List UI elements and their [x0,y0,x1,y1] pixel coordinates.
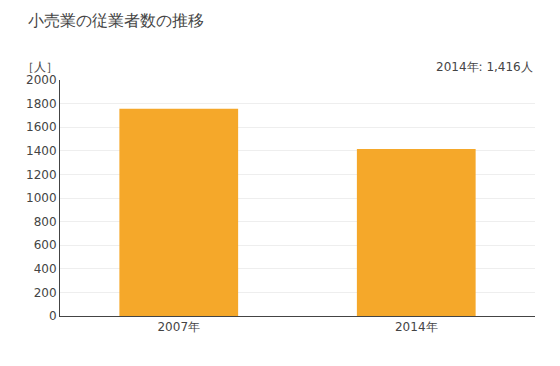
svg-text:2014年: 1,416人: 2014年: 1,416人 [436,60,533,74]
svg-text:2000: 2000 [26,73,57,87]
svg-text:600: 600 [34,238,57,252]
svg-text:［人］: ［人］ [22,60,58,74]
svg-text:200: 200 [34,286,57,300]
svg-text:1600: 1600 [26,120,57,134]
svg-text:0: 0 [49,309,57,323]
svg-text:2007年: 2007年 [157,320,200,334]
svg-text:1200: 1200 [26,168,57,182]
svg-text:小売業の従業者数の推移: 小売業の従業者数の推移 [28,11,204,30]
svg-text:2014年: 2014年 [395,320,438,334]
svg-text:1000: 1000 [26,191,57,205]
svg-text:400: 400 [34,262,57,276]
svg-text:800: 800 [34,215,57,229]
svg-text:1400: 1400 [26,144,57,158]
svg-text:1800: 1800 [26,97,57,111]
